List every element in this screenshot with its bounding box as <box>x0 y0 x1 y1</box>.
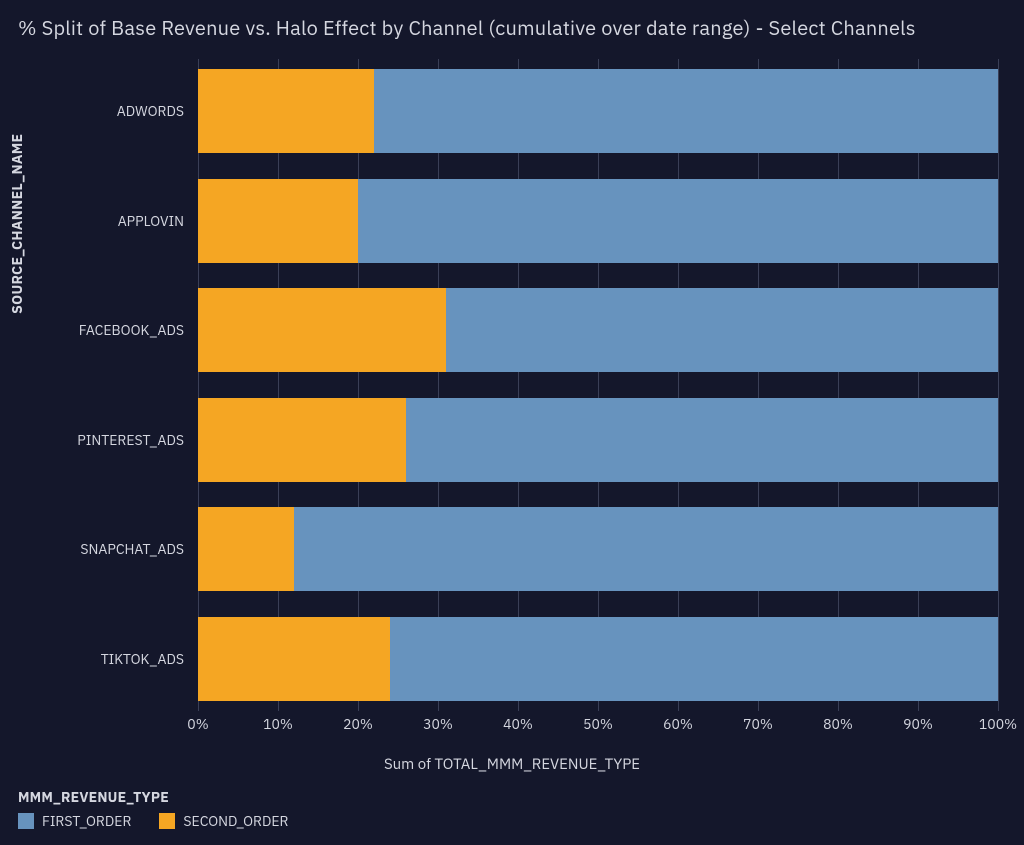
legend-label: SECOND_ORDER <box>183 812 288 830</box>
bar-segment[interactable] <box>198 69 374 153</box>
bar-row <box>198 65 998 157</box>
bar-segment[interactable] <box>390 617 998 701</box>
chart-area: SOURCE_CHANNEL_NAME ADWORDSAPPLOVINFACEB… <box>18 59 1006 749</box>
bar-row <box>198 175 998 267</box>
x-tick-label: 40% <box>503 715 533 733</box>
x-tick-label: 0% <box>187 715 208 733</box>
x-tick-label: 30% <box>423 715 453 733</box>
x-axis-title: Sum of TOTAL_MMM_REVENUE_TYPE <box>18 755 1006 774</box>
bar-row <box>198 613 998 705</box>
bar-track <box>198 69 998 153</box>
legend-items: FIRST_ORDER SECOND_ORDER <box>18 812 1006 830</box>
x-tick-label: 10% <box>263 715 293 733</box>
legend-swatch <box>159 813 175 829</box>
gridline <box>998 59 999 711</box>
x-tick-label: 20% <box>343 715 373 733</box>
category-label: TIKTOK_ADS <box>18 613 198 705</box>
category-label: FACEBOOK_ADS <box>18 284 198 376</box>
bar-segment[interactable] <box>198 179 358 263</box>
bar-row <box>198 503 998 595</box>
bar-track <box>198 398 998 482</box>
category-labels: ADWORDS APPLOVIN FACEBOOK_ADS PINTEREST_ADS… <box>18 59 198 711</box>
bar-segment[interactable] <box>198 507 294 591</box>
bar-segment[interactable] <box>294 507 998 591</box>
x-tick-label: 90% <box>903 715 933 733</box>
bar-segment[interactable] <box>198 288 446 372</box>
legend-item[interactable]: FIRST_ORDER <box>18 812 131 830</box>
bar-segment[interactable] <box>358 179 998 263</box>
chart-title: % Split of Base Revenue vs. Halo Effect … <box>18 14 1006 41</box>
bar-row <box>198 394 998 486</box>
category-label: PINTEREST_ADS <box>18 394 198 486</box>
x-tick-label: 70% <box>743 715 773 733</box>
x-tick-label: 60% <box>663 715 693 733</box>
bar-segment[interactable] <box>198 617 390 701</box>
category-label: SNAPCHAT_ADS <box>18 503 198 595</box>
bar-track <box>198 617 998 701</box>
legend: MMM_REVENUE_TYPE FIRST_ORDER SECOND_ORDER <box>18 788 1006 830</box>
category-label: ADWORDS <box>18 65 198 157</box>
bars <box>198 59 998 711</box>
legend-item[interactable]: SECOND_ORDER <box>159 812 288 830</box>
bar-track <box>198 507 998 591</box>
x-axis-ticks: 0%10%20%30%40%50%60%70%80%90%100% <box>198 715 998 735</box>
bar-segment[interactable] <box>446 288 998 372</box>
legend-swatch <box>18 813 34 829</box>
bar-segment[interactable] <box>406 398 998 482</box>
chart-container: % Split of Base Revenue vs. Halo Effect … <box>0 0 1024 845</box>
bar-track <box>198 179 998 263</box>
x-tick-label: 50% <box>583 715 613 733</box>
bar-segment[interactable] <box>198 398 406 482</box>
legend-label: FIRST_ORDER <box>42 812 131 830</box>
legend-title: MMM_REVENUE_TYPE <box>18 788 1006 806</box>
x-tick-label: 100% <box>979 715 1017 733</box>
bar-segment[interactable] <box>374 69 998 153</box>
category-label: APPLOVIN <box>18 175 198 267</box>
bar-row <box>198 284 998 376</box>
plot-area <box>198 59 998 711</box>
x-tick-label: 80% <box>823 715 853 733</box>
bar-track <box>198 288 998 372</box>
